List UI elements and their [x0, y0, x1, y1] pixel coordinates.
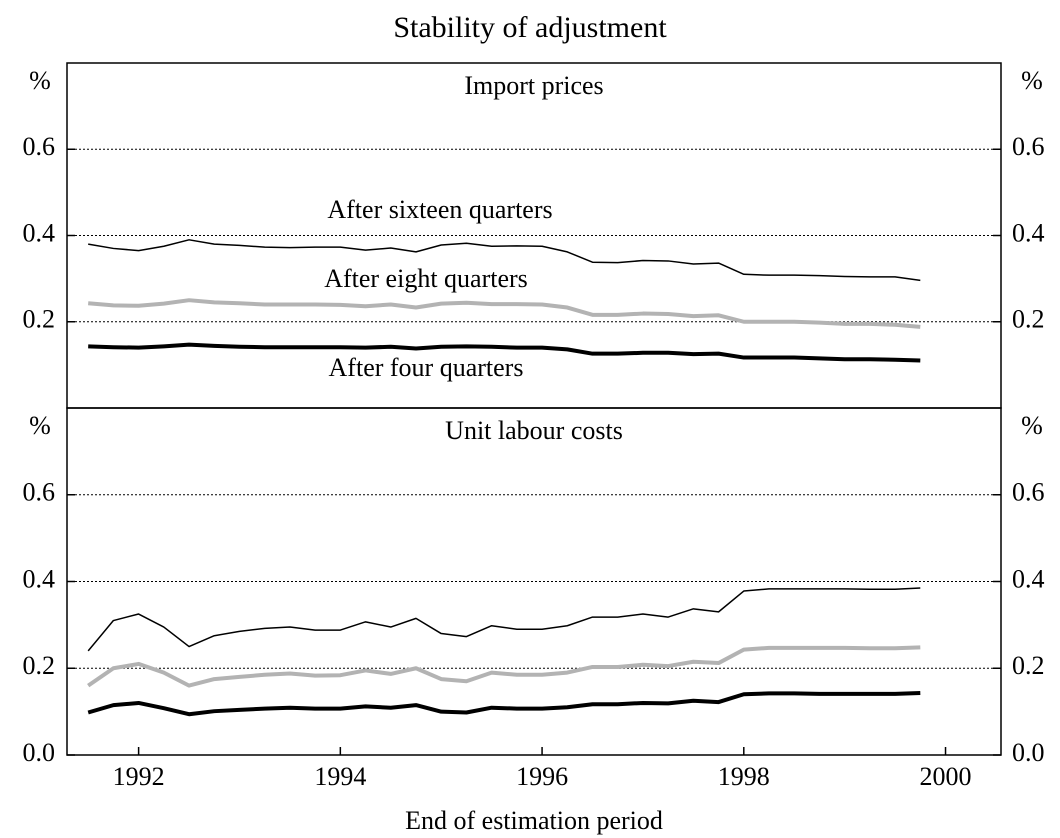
y-unit-right: %: [1021, 411, 1043, 440]
y-unit-left: %: [29, 411, 51, 440]
series-label: After sixteen quarters: [327, 195, 552, 224]
series-line: [87, 690, 921, 717]
series-line: [88, 239, 921, 282]
y-tick-label: 0.2: [23, 305, 56, 334]
y-tick-label: 0.6: [23, 132, 56, 161]
x-tick-label: 2000: [920, 762, 972, 791]
y-unit-left: %: [29, 66, 51, 95]
y-tick-label: 0.4: [23, 564, 56, 593]
panel-title: Import prices: [464, 71, 603, 100]
x-tick-label: 1992: [113, 762, 165, 791]
y-tick-label: 0.4: [1012, 218, 1045, 247]
y-tick-label: 0.4: [23, 218, 56, 247]
series-label: After eight quarters: [324, 264, 528, 293]
x-tick-label: 1996: [516, 762, 568, 791]
panel-title: Unit labour costs: [445, 416, 623, 445]
y-tick-label: 0.2: [1012, 651, 1045, 680]
x-tick-label: 1994: [314, 762, 366, 791]
series-line: [87, 587, 921, 652]
y-unit-right: %: [1021, 66, 1043, 95]
series-label: After four quarters: [329, 353, 524, 382]
y-tick-label: 0.6: [1012, 132, 1045, 161]
y-tick-label: 0.0: [1012, 738, 1045, 767]
series-line: [88, 298, 921, 329]
y-tick-label: 0.2: [23, 651, 56, 680]
y-tick-label: 0.4: [1012, 564, 1045, 593]
y-tick-label: 0.0: [23, 738, 56, 767]
series-line: [88, 342, 921, 363]
x-tick-label: 1998: [718, 762, 770, 791]
x-axis-label: End of estimation period: [405, 806, 663, 835]
y-tick-label: 0.6: [23, 478, 56, 507]
y-tick-label: 0.2: [1012, 305, 1045, 334]
series-line: [87, 645, 921, 688]
chart-title: Stability of adjustment: [393, 11, 667, 44]
y-tick-label: 0.6: [1012, 478, 1045, 507]
